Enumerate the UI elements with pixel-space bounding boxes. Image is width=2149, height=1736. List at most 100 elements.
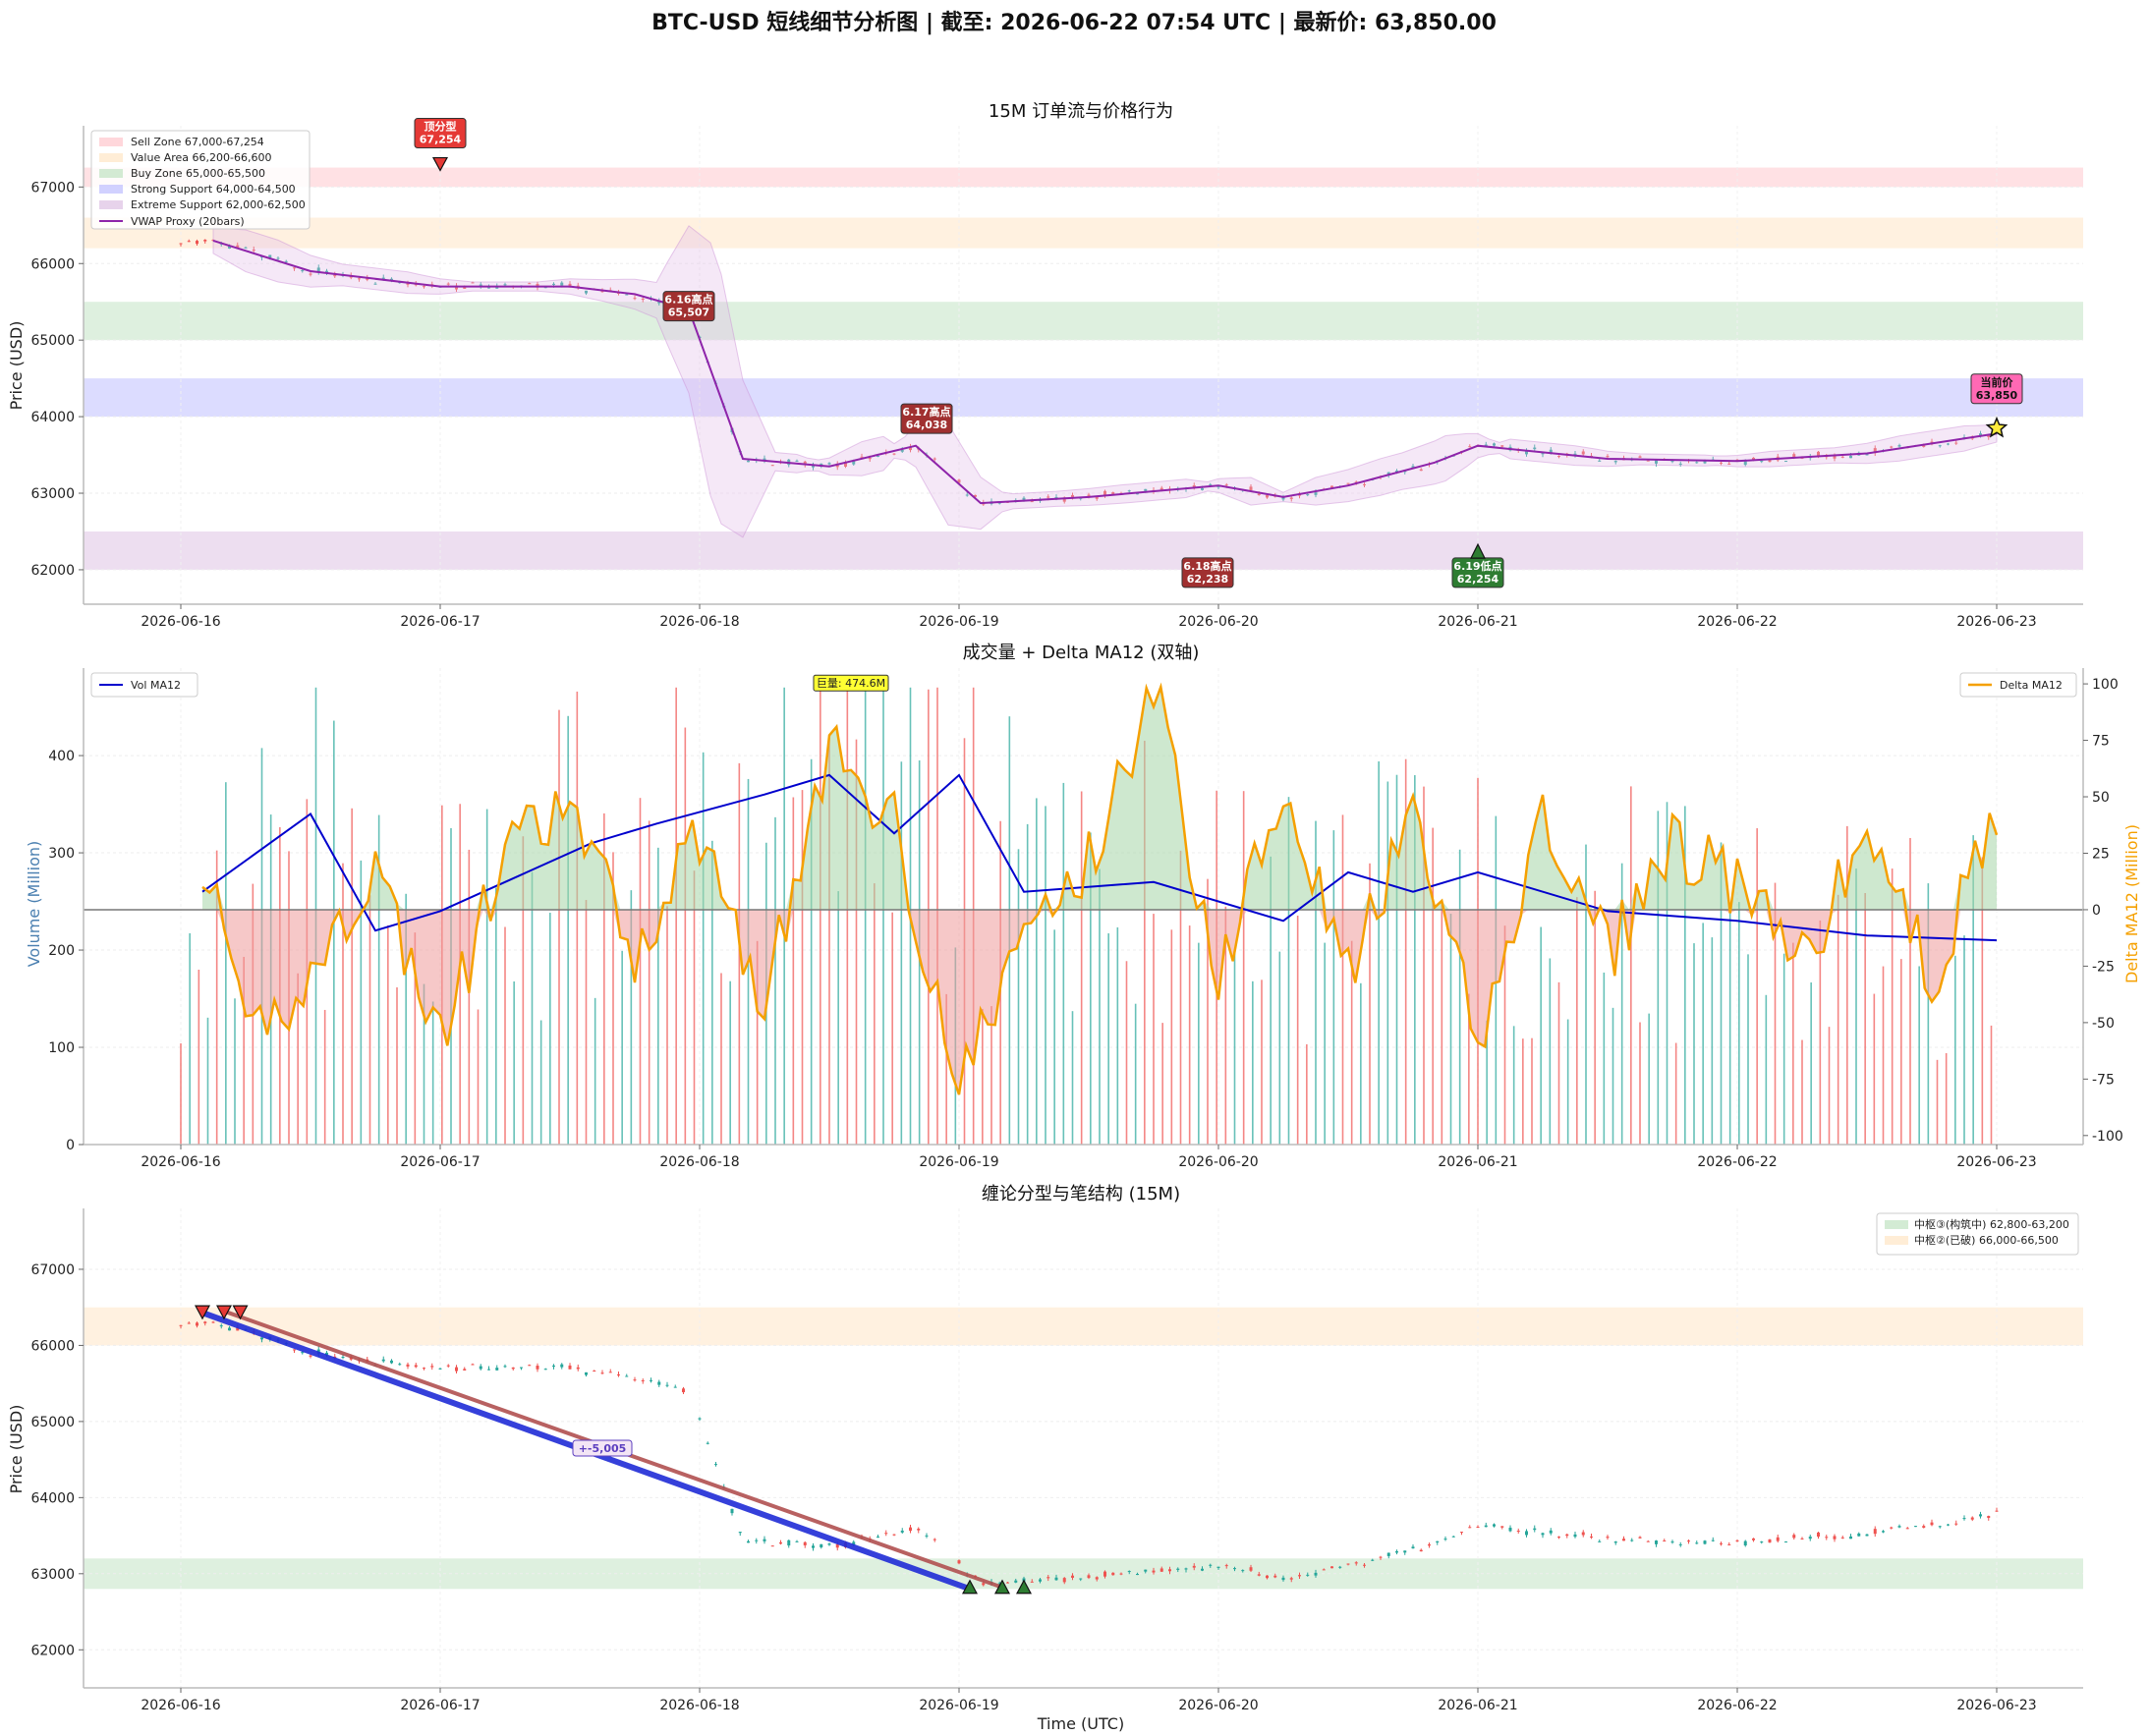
- candle-body: [593, 1371, 596, 1372]
- candle-body: [1111, 492, 1115, 495]
- volume-bar: [891, 912, 893, 1145]
- volume-bar: [477, 1009, 480, 1145]
- volume-bar: [982, 1008, 984, 1145]
- delta-ma12-line: [201, 682, 1999, 1095]
- volume-bar: [1242, 791, 1245, 1145]
- candle-body: [1947, 443, 1950, 445]
- volume-bar: [612, 852, 614, 1145]
- y-right-tick-label: -75: [2092, 1072, 2115, 1088]
- price-legend: Sell Zone 67,000-67,254 Value Area 66,200…: [90, 130, 311, 230]
- candle-body: [1768, 1539, 1772, 1543]
- volume-bar: [1486, 1020, 1488, 1145]
- volume-bar: [1296, 915, 1299, 1145]
- candle-body: [1905, 1528, 1909, 1530]
- volume-bar: [594, 997, 596, 1145]
- candle-body: [1857, 1533, 1861, 1537]
- candle-body: [406, 1364, 410, 1367]
- x-tick-label: 2026-06-17: [400, 1154, 480, 1170]
- volume-bar: [774, 816, 776, 1145]
- vol-ma12-line: [201, 773, 1998, 942]
- candle-body: [1136, 493, 1139, 495]
- volume-bar: [729, 980, 731, 1145]
- volume-bar: [1882, 966, 1885, 1145]
- candle-body: [633, 298, 637, 300]
- candle-body: [1727, 1543, 1731, 1545]
- annotation-box: [662, 291, 715, 322]
- candle-body: [1298, 1575, 1301, 1577]
- volume-bar: [1369, 863, 1371, 1145]
- candle-body: [1428, 1543, 1431, 1546]
- volume-bar: [837, 891, 839, 1145]
- volume-bar: [333, 720, 335, 1145]
- candle-body: [1655, 1540, 1658, 1544]
- volume-bar: [1432, 827, 1434, 1145]
- candle-body: [1995, 1510, 1999, 1512]
- volume-bar: [711, 840, 713, 1145]
- candle-body: [1144, 1569, 1148, 1572]
- candle-body: [358, 278, 361, 280]
- volume-bar: [1378, 760, 1380, 1145]
- candle-body: [260, 1337, 263, 1340]
- volume-bar: [1918, 966, 1920, 1145]
- candle-body: [1581, 451, 1585, 455]
- candle-body: [1525, 450, 1528, 455]
- volume-bar: [1170, 929, 1173, 1145]
- legend-label: 中枢②(已破) 66,000-66,500: [1914, 1233, 2059, 1247]
- candle-body: [325, 1352, 328, 1356]
- candle-body: [196, 241, 198, 245]
- volume-bar: [396, 986, 398, 1145]
- candle-body: [997, 502, 1001, 504]
- y-tick-label: 62000: [30, 1643, 75, 1658]
- candle-body: [1897, 1526, 1901, 1528]
- candle-body: [536, 1366, 539, 1370]
- volume-bar: [1080, 791, 1083, 1145]
- chan-panel-ylabel: Price (USD): [7, 1405, 26, 1494]
- candle-body: [1111, 1572, 1115, 1576]
- candle-body: [770, 465, 774, 467]
- annotation-label: 顶分型: [424, 120, 457, 134]
- candle-body: [438, 1368, 442, 1370]
- candle-body: [1938, 445, 1942, 447]
- volume-bar: [504, 926, 506, 1145]
- candle-body: [398, 1364, 402, 1366]
- volume-bar: [675, 687, 677, 1145]
- price-zones: [84, 167, 2083, 570]
- volume-bar: [1224, 906, 1227, 1145]
- vwap-line: [212, 239, 1998, 505]
- volume-bar: [1738, 902, 1740, 1145]
- candle-body: [1014, 1580, 1018, 1583]
- candle-body: [463, 1369, 467, 1371]
- volume-bar: [1153, 914, 1155, 1145]
- volume-bar: [1954, 955, 1956, 1145]
- candle-body: [1022, 497, 1026, 501]
- candle-body: [1962, 1518, 1966, 1520]
- candle-body: [884, 1533, 888, 1535]
- volume-bar: [495, 887, 497, 1145]
- volume-bar: [1612, 1007, 1614, 1145]
- volume-bar: [1062, 782, 1065, 1145]
- candle-body: [892, 1534, 896, 1536]
- volume-bar: [648, 820, 650, 1145]
- candle-body: [1930, 1522, 1934, 1526]
- candle-body: [495, 1368, 499, 1371]
- candle-body: [852, 1541, 856, 1545]
- candle-body: [1006, 1582, 1009, 1584]
- legend-label: 中枢③(构筑中) 62,800-63,200: [1914, 1217, 2069, 1231]
- candle-body: [552, 283, 555, 285]
- candle-body: [1760, 1541, 1764, 1543]
- volume-bar: [1099, 868, 1101, 1145]
- volume-bar: [189, 932, 191, 1145]
- volume-bar: [1350, 940, 1353, 1145]
- x-tick-label: 2026-06-20: [1178, 1698, 1258, 1713]
- annotation-box: [414, 118, 467, 149]
- volume-bar: [1927, 883, 1930, 1145]
- candle-body: [1784, 461, 1787, 463]
- candle-body: [763, 1539, 766, 1541]
- volume-bar: [666, 906, 668, 1145]
- candle-body: [1695, 1542, 1699, 1544]
- candle-body: [1922, 1526, 1926, 1529]
- candle-body: [446, 1365, 450, 1367]
- candle-body: [1306, 494, 1310, 496]
- candle-body: [560, 282, 564, 286]
- volume-bar: [828, 735, 830, 1145]
